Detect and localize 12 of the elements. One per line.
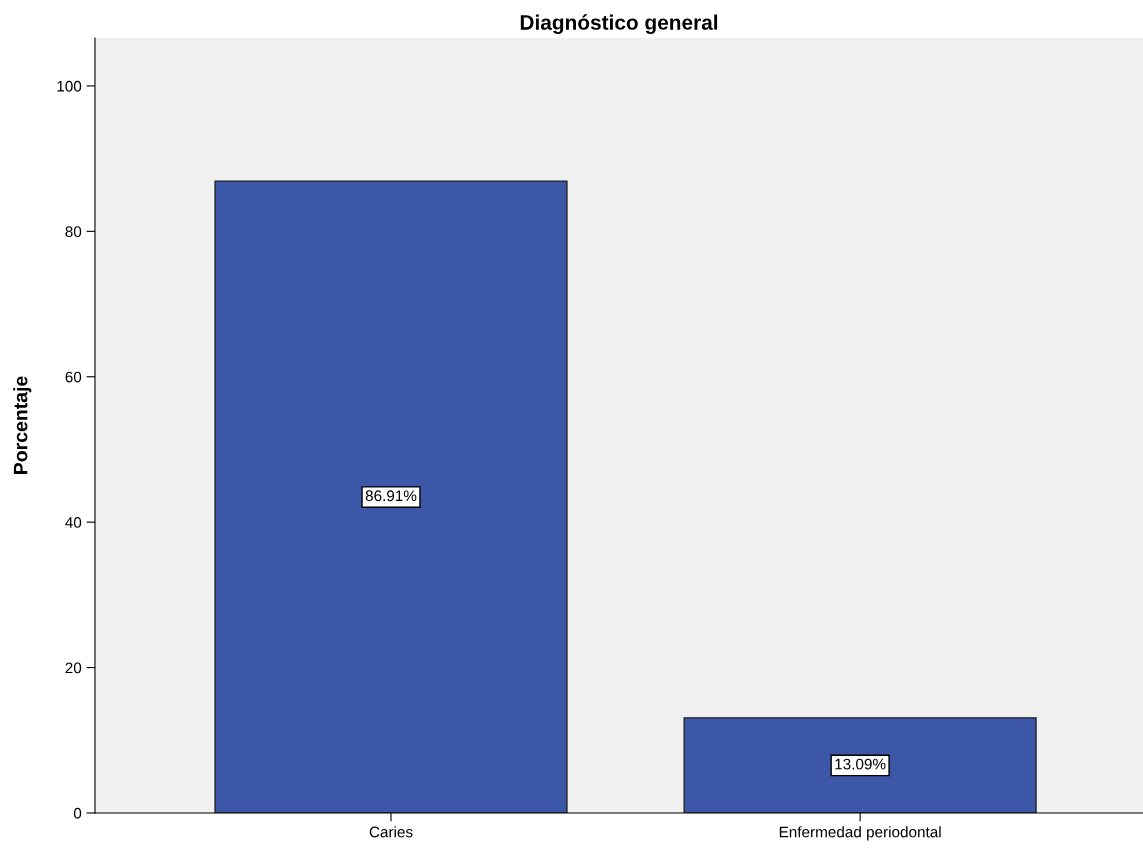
x-tick-label: Enfermedad periodontal bbox=[779, 826, 941, 841]
x-tick-label: Caries bbox=[369, 826, 413, 838]
data-label: 86.91% bbox=[365, 490, 417, 502]
y-tick-label: 80 bbox=[65, 226, 82, 238]
y-tick-label: 100 bbox=[57, 80, 82, 92]
chart-title: Diagnóstico general bbox=[520, 14, 718, 35]
y-tick-label: 20 bbox=[65, 662, 82, 674]
y-tick-label: 60 bbox=[65, 371, 82, 383]
data-label: 13.09% bbox=[835, 758, 886, 770]
y-tick-label: 0 bbox=[73, 807, 82, 819]
y-axis-title: Porcentaje bbox=[13, 376, 32, 474]
y-tick-label: 40 bbox=[65, 517, 82, 528]
